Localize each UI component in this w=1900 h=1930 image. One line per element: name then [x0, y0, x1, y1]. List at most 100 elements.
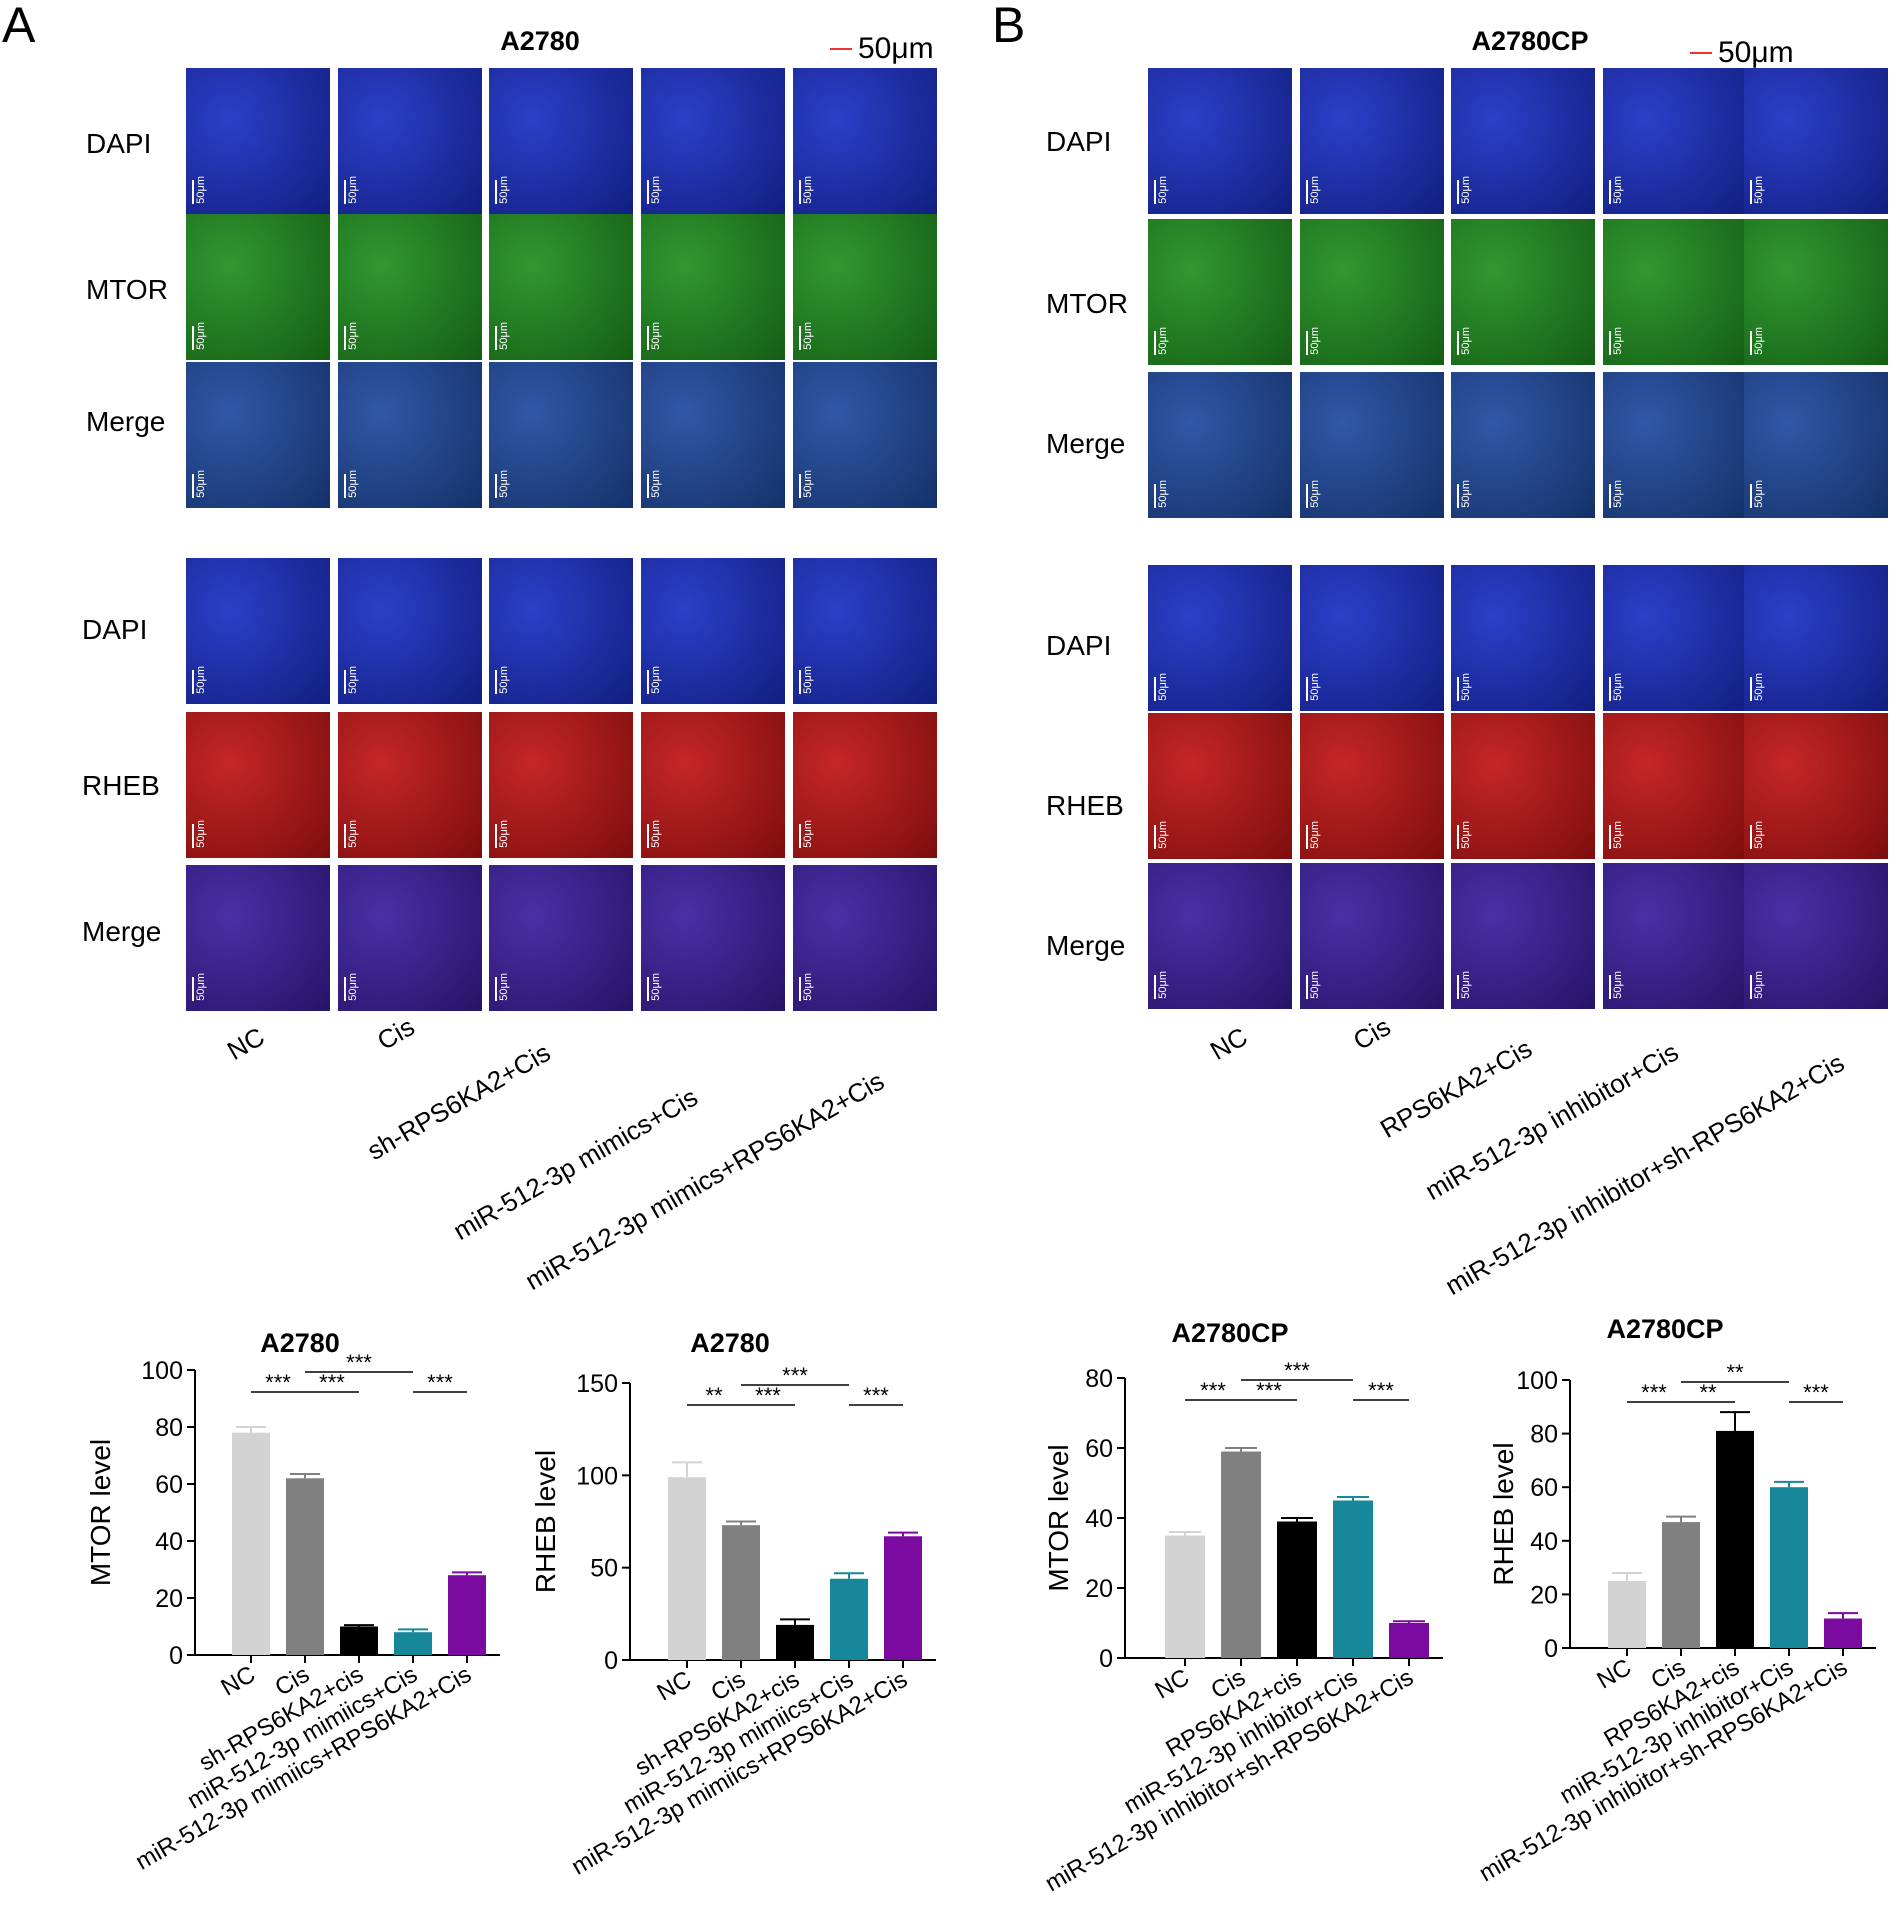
bar [1165, 1535, 1205, 1658]
image-scale-bar: 50μm [1154, 821, 1169, 849]
scale-line-icon [344, 326, 346, 350]
scale-line-icon [647, 977, 649, 1001]
y-tick-label: 80 [1085, 1365, 1113, 1393]
chart-title: A2780 [690, 1328, 770, 1358]
image-scale-bar: 50μm [799, 470, 814, 498]
scale-line-icon [495, 326, 497, 350]
bar [394, 1632, 432, 1655]
image-scale-bar: 50μm [192, 470, 207, 498]
panel-b-mtor-image: 50μm [1451, 219, 1595, 365]
significance-label: *** [1256, 1378, 1282, 1403]
panel-b-rheb-image: 50μm [1300, 713, 1444, 859]
image-scale-bar: 50μm [799, 666, 814, 694]
scale-line-icon [1306, 825, 1308, 849]
panel-a-mergerheb-image: 50μm [641, 865, 785, 1011]
scale-line-icon [1306, 677, 1308, 701]
image-scale-bar: 50μm [1154, 480, 1169, 508]
chart-ylabel: RHEB level [530, 1450, 561, 1593]
panel-a-dapi-image: 50μm [489, 68, 633, 214]
scale-line-icon [192, 977, 194, 1001]
significance-label: *** [1284, 1358, 1310, 1383]
panel-a-mtor-image: 50μm [338, 214, 482, 360]
scale-line-icon [344, 824, 346, 848]
image-scale-bar: 50μm [1609, 327, 1624, 355]
panel-a-mtor-image: 50μm [186, 214, 330, 360]
scale-line-icon [1457, 180, 1459, 204]
image-scale-bar: 50μm [647, 470, 662, 498]
panel-b-dapi-image: 50μm [1744, 565, 1888, 711]
y-tick-label: 60 [155, 1471, 183, 1499]
scale-line-icon [1609, 975, 1611, 999]
significance-label: *** [265, 1370, 291, 1395]
image-scale-bar: 50μm [1154, 971, 1169, 999]
panel-a-mergemtor-image: 50μm [641, 362, 785, 508]
y-tick-label: 20 [1085, 1575, 1113, 1603]
scale-line-icon [1750, 180, 1752, 204]
panel-b-dapi-image: 50μm [1744, 68, 1888, 214]
bar [448, 1575, 486, 1655]
panel-b-mergerheb-image: 50μm [1744, 863, 1888, 1009]
scale-line-icon [192, 180, 194, 204]
panel-b-mtor-image: 50μm [1744, 219, 1888, 365]
panel-b-dapi-image: 50μm [1300, 68, 1444, 214]
significance-label: *** [1200, 1378, 1226, 1403]
scale-line-icon [495, 180, 497, 204]
panel-a-dapi-image: 50μm [338, 68, 482, 214]
significance-label: *** [755, 1383, 781, 1408]
image-scale-bar: 50μm [495, 176, 510, 204]
scale-line-icon [799, 670, 801, 694]
y-tick-label: 100 [576, 1462, 618, 1490]
scale-line-icon [1154, 484, 1156, 508]
bar [1716, 1430, 1754, 1648]
image-scale-bar: 50μm [799, 176, 814, 204]
scale-line-icon [647, 474, 649, 498]
image-scale-bar: 50μm [1750, 176, 1765, 204]
image-scale-bar: 50μm [1457, 176, 1472, 204]
bar [1662, 1522, 1700, 1648]
image-scale-bar: 50μm [192, 973, 207, 1001]
panel-a-dapi-image: 50μm [489, 558, 633, 704]
image-scale-bar: 50μm [647, 666, 662, 694]
y-tick-label: 0 [169, 1642, 183, 1670]
panel-b-dapi-image: 50μm [1148, 565, 1292, 711]
scale-line-icon [1609, 331, 1611, 355]
a-row-label: MTOR [86, 274, 168, 305]
image-scale-bar: 50μm [1609, 821, 1624, 849]
panel-a-dapi-image: 50μm [793, 558, 937, 704]
chart-ylabel: RHEB level [1488, 1442, 1519, 1585]
x-tick-label: NC [216, 1661, 260, 1702]
y-tick-label: 20 [155, 1585, 183, 1613]
scale-line-icon [1457, 975, 1459, 999]
panel-a-rheb-image: 50μm [338, 712, 482, 858]
significance-label: ** [705, 1383, 723, 1408]
bar [1824, 1618, 1862, 1648]
image-scale-bar: 50μm [1306, 821, 1321, 849]
y-tick-label: 150 [576, 1370, 618, 1398]
chart-title: A2780CP [1171, 1318, 1288, 1348]
panel-a-dapi-image: 50μm [186, 68, 330, 214]
significance-label: ** [1699, 1380, 1717, 1405]
image-scale-bar: 50μm [1457, 971, 1472, 999]
panel-b-mergemtor-image: 50μm [1603, 372, 1747, 518]
panel-b-mergemtor-image: 50μm [1451, 372, 1595, 518]
bar [1333, 1500, 1373, 1658]
scale-line-icon [799, 180, 801, 204]
panel-a-mtor-image: 50μm [489, 214, 633, 360]
panel-b-mergerheb-image: 50μm [1300, 863, 1444, 1009]
scale-line-icon [1154, 180, 1156, 204]
image-scale-bar: 50μm [1750, 480, 1765, 508]
panel-letter-a: A [2, 0, 36, 53]
panel-b-mtor-image: 50μm [1300, 219, 1444, 365]
scale-line-icon [799, 977, 801, 1001]
image-scale-bar: 50μm [495, 470, 510, 498]
scale-line-icon [495, 670, 497, 694]
image-scale-bar: 50μm [1750, 327, 1765, 355]
image-scale-bar: 50μm [799, 973, 814, 1001]
scale-line-icon [495, 824, 497, 848]
scale-line-icon [799, 824, 801, 848]
panel-b-dapi-image: 50μm [1451, 565, 1595, 711]
image-scale-bar: 50μm [1457, 327, 1472, 355]
image-scale-bar: 50μm [1457, 480, 1472, 508]
b-row-label: MTOR [1046, 288, 1128, 319]
panel-b-mtor-image: 50μm [1603, 219, 1747, 365]
